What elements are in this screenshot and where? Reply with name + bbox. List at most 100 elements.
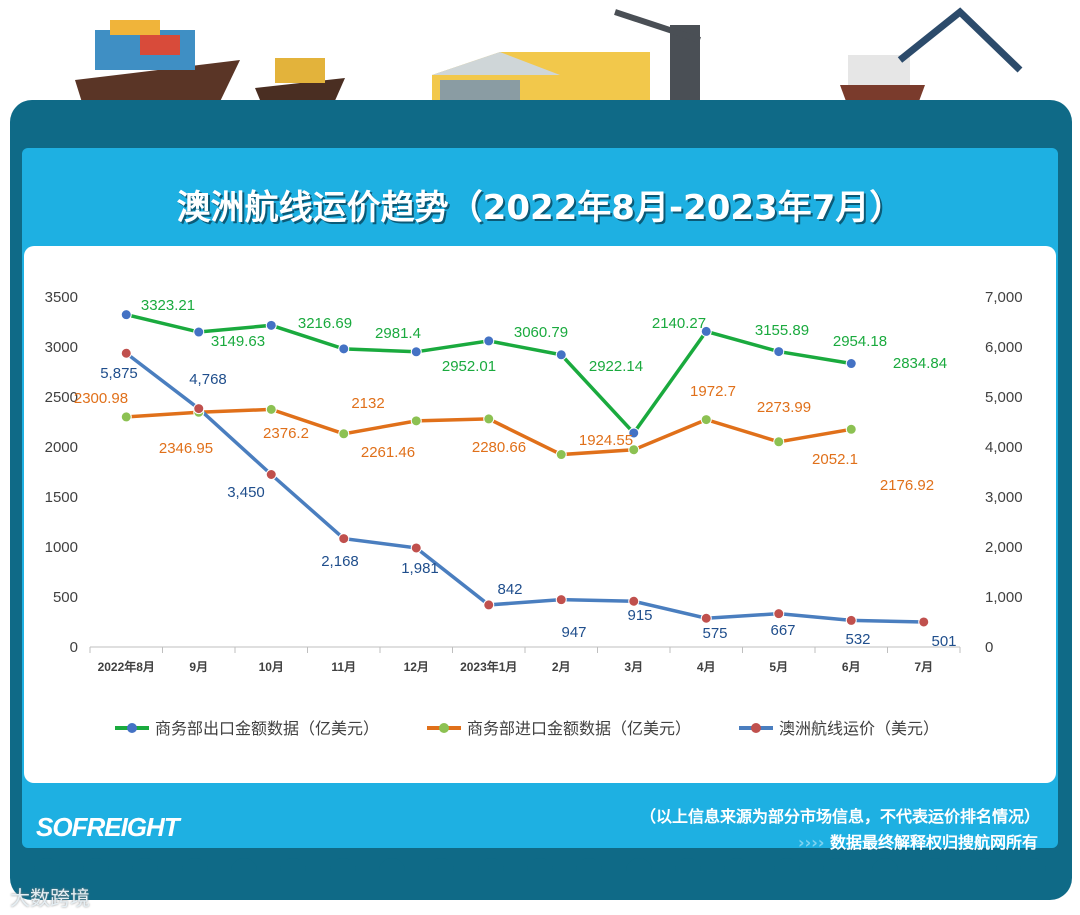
data-point xyxy=(410,415,422,427)
x-tick-label: 4月 xyxy=(697,660,716,674)
cargo-ship-icon xyxy=(75,20,240,110)
data-label: 3323.21 xyxy=(141,297,195,314)
data-point xyxy=(700,414,712,426)
legend-label: 澳洲航线运价（美元） xyxy=(779,719,939,738)
data-point xyxy=(628,427,640,439)
data-point xyxy=(918,616,930,628)
data-label: 2346.95 xyxy=(159,440,213,457)
data-label: 2,168 xyxy=(321,553,359,570)
data-point xyxy=(773,436,785,448)
data-label: 842 xyxy=(497,581,522,598)
x-tick-label: 10月 xyxy=(259,660,284,674)
x-tick-label: 5月 xyxy=(769,660,788,674)
data-label: 532 xyxy=(845,631,870,648)
data-point xyxy=(483,335,495,347)
data-label: 2954.18 xyxy=(833,333,887,350)
data-point xyxy=(628,444,640,456)
data-point xyxy=(193,326,205,338)
data-label: 1924.55 xyxy=(579,432,633,449)
x-tick-label: 2022年8月 xyxy=(98,659,155,674)
data-label: 3149.63 xyxy=(211,333,265,350)
data-label: 2952.01 xyxy=(442,358,496,375)
data-point xyxy=(483,413,495,425)
scallop-border xyxy=(22,858,1058,874)
y-left-tick-label: 1000 xyxy=(45,539,78,556)
data-label: 2052.1 xyxy=(812,451,858,468)
data-label: 2981.4 xyxy=(375,325,421,342)
data-label: 575 xyxy=(702,625,727,642)
y-left-tick-label: 2500 xyxy=(45,389,78,406)
data-label: 2176.92 xyxy=(880,477,934,494)
rights-note: ›››› 数据最终解释权归搜航网所有 xyxy=(798,829,1038,853)
data-point xyxy=(773,346,785,358)
x-tick-label: 12月 xyxy=(404,660,429,674)
x-tick-label: 3月 xyxy=(624,660,643,674)
arrows-icon: ›››› xyxy=(798,833,825,852)
x-tick-label: 2月 xyxy=(552,660,571,674)
y-right-tick-label: 6,000 xyxy=(985,339,1023,356)
data-point xyxy=(700,325,712,337)
x-tick-label: 7月 xyxy=(914,660,933,674)
legend-marker xyxy=(751,723,761,733)
data-point xyxy=(338,533,350,545)
data-point xyxy=(193,403,205,415)
data-point xyxy=(265,319,277,331)
data-point xyxy=(483,599,495,611)
data-label: 4,768 xyxy=(189,371,227,388)
data-point xyxy=(555,594,567,606)
data-label: 2140.27 xyxy=(652,315,706,332)
data-label: 947 xyxy=(561,624,586,641)
data-point xyxy=(555,349,567,361)
data-label: 2300.98 xyxy=(74,390,128,407)
data-point xyxy=(338,428,350,440)
data-label: 2273.99 xyxy=(757,399,811,416)
data-label: 2834.84 xyxy=(893,355,947,372)
legend-label: 商务部出口金额数据（亿美元） xyxy=(155,719,379,738)
y-left-tick-label: 1500 xyxy=(45,489,78,506)
data-label: 501 xyxy=(931,633,956,650)
y-right-tick-label: 2,000 xyxy=(985,539,1023,556)
y-left-tick-label: 2000 xyxy=(45,439,78,456)
x-tick-label: 6月 xyxy=(842,660,861,674)
legend-marker xyxy=(127,723,137,733)
y-left-tick-label: 500 xyxy=(53,589,78,606)
data-point xyxy=(628,595,640,607)
y-left-tick-label: 3500 xyxy=(45,289,78,306)
data-label: 3,450 xyxy=(227,484,265,501)
data-point xyxy=(338,343,350,355)
data-point xyxy=(120,347,132,359)
series-line xyxy=(125,351,924,624)
legend-marker xyxy=(439,723,449,733)
y-right-tick-label: 7,000 xyxy=(985,289,1023,306)
y-left-tick-label: 3000 xyxy=(45,339,78,356)
data-point xyxy=(700,612,712,624)
x-tick-label: 11月 xyxy=(331,660,356,674)
data-label: 3155.89 xyxy=(755,322,809,339)
y-left-tick-label: 0 xyxy=(70,639,78,656)
data-label: 2132 xyxy=(351,395,384,412)
data-label: 915 xyxy=(627,607,652,624)
data-label: 1972.7 xyxy=(690,383,736,400)
data-label: 5,875 xyxy=(100,365,138,382)
chart-title: 澳洲航线运价趋势（2022年8月-2023年7月） xyxy=(176,188,904,228)
data-label: 1,981 xyxy=(401,560,439,577)
data-point xyxy=(773,608,785,620)
y-right-tick-label: 4,000 xyxy=(985,439,1023,456)
y-right-tick-label: 3,000 xyxy=(985,489,1023,506)
crane-icon xyxy=(614,9,701,110)
data-label: 3216.69 xyxy=(298,315,352,332)
watermark: 大数跨境 xyxy=(10,886,90,910)
legend-label: 商务部进口金额数据（亿美元） xyxy=(467,719,691,738)
data-label: 2922.14 xyxy=(589,358,643,375)
header-illustration xyxy=(75,7,1023,110)
data-point xyxy=(265,403,277,415)
data-label: 3060.79 xyxy=(514,324,568,341)
x-tick-label: 2023年1月 xyxy=(460,659,517,674)
data-point xyxy=(265,469,277,480)
y-right-tick-label: 5,000 xyxy=(985,389,1023,406)
y-right-tick-label: 0 xyxy=(985,639,993,656)
data-point xyxy=(845,614,857,626)
data-point xyxy=(845,423,857,435)
data-point xyxy=(555,449,567,461)
